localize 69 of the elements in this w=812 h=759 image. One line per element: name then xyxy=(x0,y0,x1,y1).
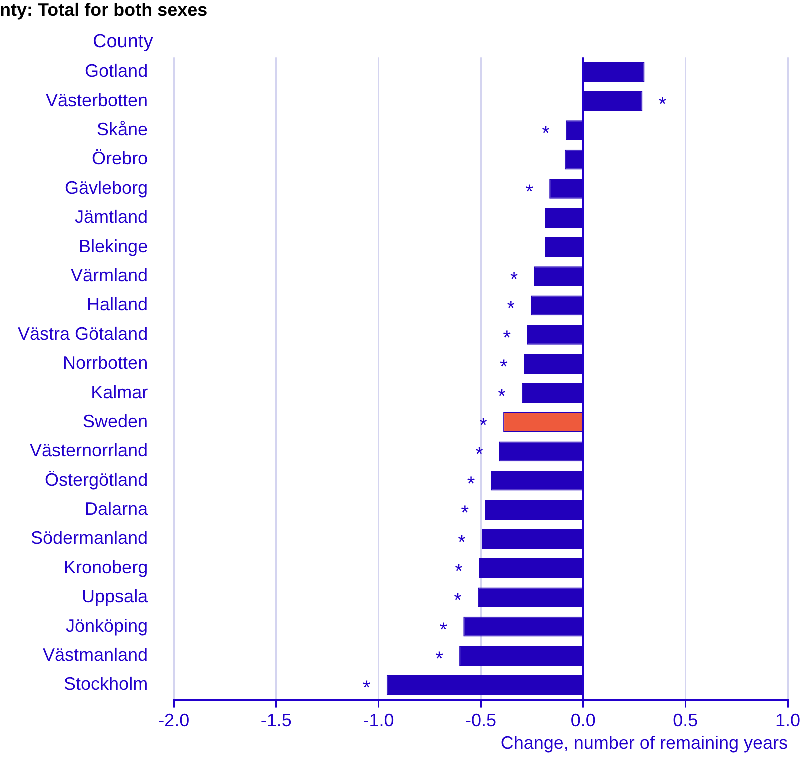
bar xyxy=(485,500,583,520)
bar xyxy=(460,646,583,666)
y-tick-label: Örebro xyxy=(92,148,148,169)
bar xyxy=(531,296,583,316)
bar xyxy=(478,558,583,578)
y-tick-label: Värmland xyxy=(71,266,148,286)
y-tick-label: Norrbotten xyxy=(63,353,148,374)
annotation: * xyxy=(461,502,470,525)
x-tick-label: -1.5 xyxy=(260,710,292,731)
annotation: * xyxy=(476,444,484,466)
annotation: * xyxy=(467,473,476,496)
y-axis-title: County xyxy=(93,31,154,52)
bar xyxy=(546,237,583,258)
annotation: * xyxy=(458,532,466,554)
y-tick-label: Västmanland xyxy=(43,644,148,665)
y-tick-label: Västerbotten xyxy=(46,90,148,110)
bar xyxy=(478,588,583,608)
x-tick-label: 0.5 xyxy=(673,710,698,731)
chart-title: nty: Total for both sexes xyxy=(0,0,208,20)
y-tick-label: Sweden xyxy=(83,411,148,432)
annotation: * xyxy=(503,327,512,350)
bar xyxy=(584,91,643,112)
bar xyxy=(524,354,583,374)
y-tick-label: Kalmar xyxy=(91,382,148,402)
y-tick-label: Uppsala xyxy=(82,586,150,607)
annotation: * xyxy=(455,560,464,583)
bar xyxy=(522,383,583,404)
bar xyxy=(386,675,583,696)
y-tick-label: Kronoberg xyxy=(64,557,148,578)
y-tick-label: Halland xyxy=(87,294,148,315)
annotation: * xyxy=(500,356,508,379)
bar xyxy=(499,442,583,462)
x-tick-label: -0.5 xyxy=(466,710,497,731)
bar xyxy=(482,529,583,550)
y-tick-label: Västernorrland xyxy=(30,440,148,461)
bar xyxy=(491,470,583,491)
annotation: * xyxy=(510,269,518,292)
annotation: * xyxy=(363,678,372,700)
y-tick-label: Västra Götaland xyxy=(18,324,148,344)
y-tick-label: Blekinge xyxy=(79,236,148,256)
bar xyxy=(527,324,583,345)
y-tick-label: Östergötland xyxy=(45,470,148,490)
annotation: * xyxy=(436,648,444,671)
y-tick-label: Stockholm xyxy=(64,674,148,694)
y-tick-label: Södermanland xyxy=(30,528,148,548)
y-tick-label: Gotland xyxy=(85,61,148,82)
bar xyxy=(550,179,583,199)
x-tick-label: 0.0 xyxy=(570,710,596,731)
x-axis-title: Change, number of remaining years xyxy=(500,733,788,754)
x-tick-label: 1.0 xyxy=(775,710,801,731)
annotation: * xyxy=(454,590,462,612)
annotation: * xyxy=(498,386,506,408)
annotation: * xyxy=(480,415,488,437)
x-tick-label: -1.0 xyxy=(363,710,394,731)
bar xyxy=(584,62,645,82)
y-tick-label: Skåne xyxy=(97,120,148,140)
bar xyxy=(464,616,583,637)
y-tick-label: Gävleborg xyxy=(65,178,148,198)
y-tick-label: Jönköping xyxy=(66,616,148,636)
bar xyxy=(546,208,583,228)
annotation: * xyxy=(542,123,550,146)
y-tick-label: Jämtland xyxy=(75,207,148,228)
x-tick-label: -2.0 xyxy=(158,710,190,731)
annotation: * xyxy=(507,298,516,320)
annotation: * xyxy=(440,619,448,642)
annotation: * xyxy=(658,94,667,116)
y-tick-label: Dalarna xyxy=(85,499,150,520)
bar xyxy=(534,266,583,286)
annotation: * xyxy=(526,181,534,204)
